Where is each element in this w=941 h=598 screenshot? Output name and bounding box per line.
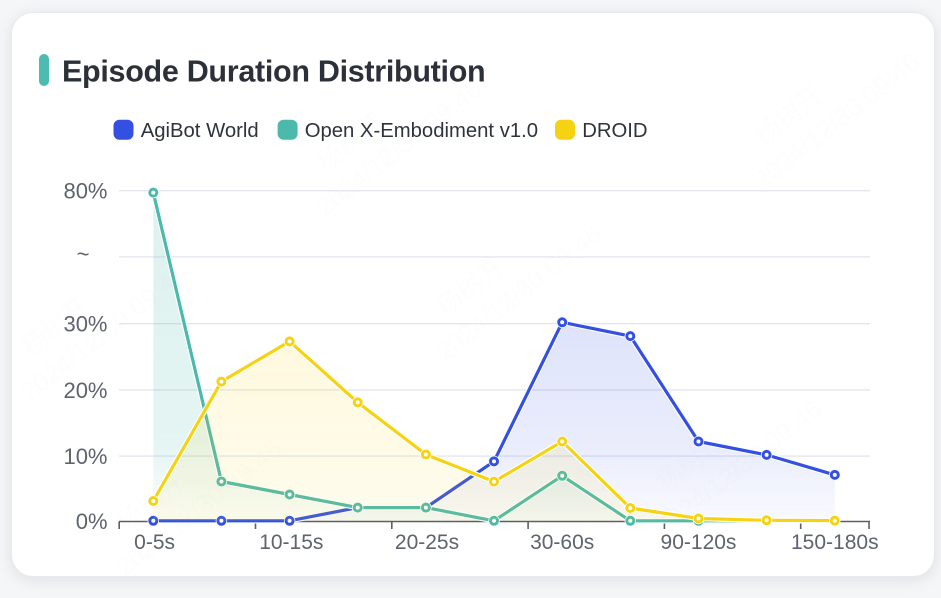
svg-text:30%: 30% [63, 312, 107, 337]
svg-text:150-180s: 150-180s [791, 531, 879, 554]
svg-text:20%: 20% [63, 378, 107, 403]
svg-text:~: ~ [77, 242, 90, 267]
svg-text:Open X-Embodiment v1.0: Open X-Embodiment v1.0 [305, 120, 538, 142]
svg-text:90-120s: 90-120s [661, 531, 737, 554]
svg-text:20-25s: 20-25s [395, 531, 459, 554]
svg-text:DROID: DROID [582, 120, 647, 142]
svg-text:AgiBot World: AgiBot World [141, 120, 259, 142]
svg-text:0%: 0% [76, 509, 108, 534]
svg-text:Episode Duration Distribution: Episode Duration Distribution [62, 55, 485, 89]
svg-text:0-5s: 0-5s [134, 531, 175, 554]
svg-text:80%: 80% [63, 179, 107, 204]
svg-text:10%: 10% [63, 444, 107, 469]
svg-text:30-60s: 30-60s [530, 531, 594, 554]
svg-text:10-15s: 10-15s [259, 531, 323, 554]
